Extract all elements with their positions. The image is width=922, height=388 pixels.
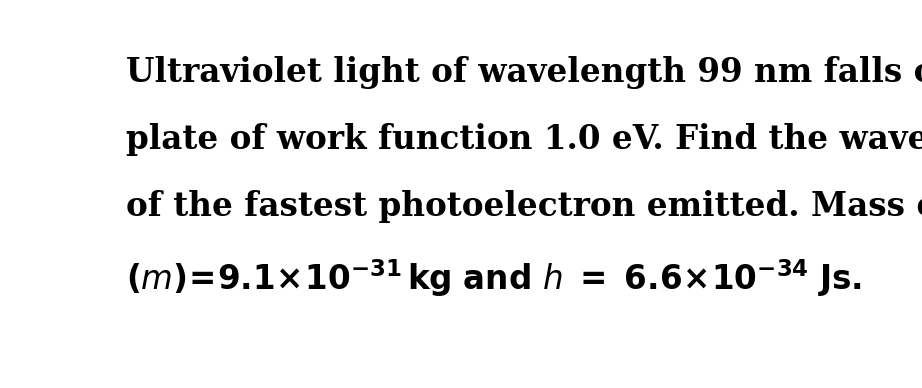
Text: of the fastest photoelectron emitted. Mass of electron: of the fastest photoelectron emitted. Ma…	[126, 190, 922, 223]
Text: Ultraviolet light of wavelength 99 nm falls on a metal: Ultraviolet light of wavelength 99 nm fa…	[126, 55, 922, 88]
Text: $\mathbf{(}\mathit{m}\mathbf{)\!=\!9.1\!\times\!10^{-31}\!\ kg\ and\ }\mathit{h}: $\mathbf{(}\mathit{m}\mathbf{)\!=\!9.1\!…	[126, 257, 862, 299]
Text: plate of work function 1.0 eV. Find the wavelength: plate of work function 1.0 eV. Find the …	[126, 123, 922, 156]
